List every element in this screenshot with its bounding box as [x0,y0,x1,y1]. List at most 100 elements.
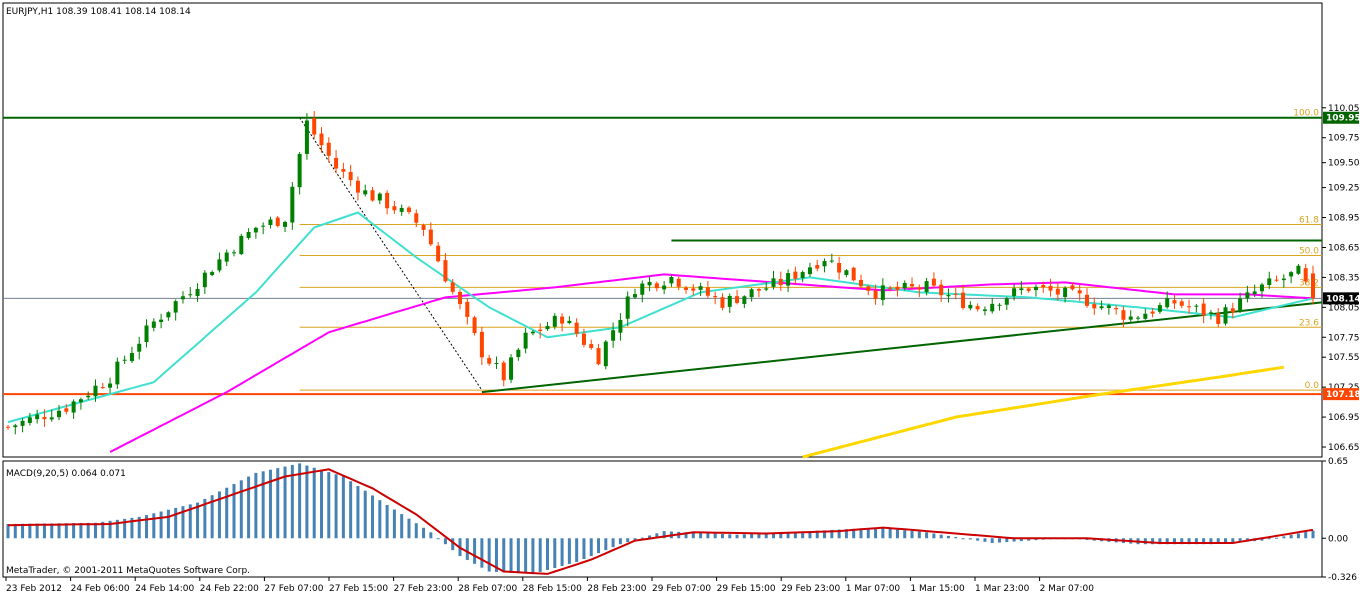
candle [749,288,754,302]
candle [261,222,266,235]
candle-body [902,282,907,289]
candle [472,315,477,336]
macd-histogram-bar [538,538,542,572]
candle-body [1245,292,1250,299]
candle-body [180,296,185,300]
macd-histogram-bar [946,535,950,539]
candle [705,280,710,299]
time-axis-label: 29 Feb 07:00 [652,584,711,594]
macd-panel[interactable]: 0.65 0.00 -0.326 [2,457,1357,583]
candle-body [479,331,484,358]
candle-body [1077,290,1082,294]
candle [49,409,54,422]
candle [771,270,776,290]
macd-histogram-bar [232,484,236,539]
candle [501,360,506,387]
candle [180,291,185,304]
candle [246,228,251,240]
macd-histogram-bar [750,533,754,539]
macd-histogram-bar [757,533,761,539]
macd-histogram-bar [196,502,200,539]
candle-body [13,425,18,428]
candle [982,306,987,316]
price-axis-label: 106.95 [1328,413,1360,423]
macd-histogram-bar [779,532,783,539]
candle [1070,282,1075,291]
macd-histogram-bar [983,538,987,542]
candle-body [217,259,222,271]
moving-average-fast [7,211,1314,424]
macd-histogram-bar [1165,538,1169,545]
candle [479,326,484,366]
candle [13,423,18,435]
candle [545,321,550,331]
time-axis-label: 24 Feb 06:00 [71,584,130,594]
macd-histogram-bar [21,523,25,539]
candle [596,343,601,366]
candle [764,282,769,292]
macd-histogram-bar [881,528,885,539]
macd-histogram-bar [699,532,703,539]
candle-body [1172,300,1177,304]
candle-body [283,221,288,227]
macd-histogram-bar [1267,538,1271,540]
macd-histogram-bar [101,521,105,539]
candle-body [1121,310,1126,320]
candle-body [195,289,200,296]
candle [1106,303,1111,315]
candle-body [275,217,280,226]
candle-body [392,206,397,211]
main-price-panel[interactable]: 110.05 109.75 109.50 109.25 108.95 108.65 108.… [2,2,1360,459]
fib-diagonal [299,117,483,391]
time-axis-label: 28 Feb 07:00 [458,584,517,594]
candle-body [844,270,849,275]
macd-histogram-bar [939,534,943,539]
candle [756,287,761,298]
candle-body [86,395,91,398]
moving-average-slow [109,273,1314,453]
price-marker-label: 109.95 [1326,114,1360,124]
candle-body [246,232,251,238]
candle-body [1187,306,1192,308]
candle [108,377,113,394]
candle [6,424,10,430]
candle-body [129,353,134,362]
candle [1012,284,1017,301]
candle [1238,292,1243,314]
macd-histogram-bar [254,472,258,539]
moving-average-long [802,365,1285,459]
fib-level-label: 23.6 [1299,318,1319,328]
macd-histogram-bar [400,514,404,539]
candle [304,113,309,160]
candle-body [1274,279,1279,281]
candle-body [1216,313,1221,324]
macd-histogram-bar [611,538,615,548]
candle [370,187,375,202]
macd-histogram-bar [895,529,899,539]
candle [1084,288,1089,308]
candle [632,288,637,299]
macd-histogram-bar [575,538,579,563]
candle [968,301,973,311]
macd-histogram-bar [283,466,287,539]
candle [1179,299,1184,309]
candle-body [20,420,25,426]
candle [1259,282,1264,298]
macd-histogram-bar [356,485,360,539]
candle [611,322,616,348]
candle-body [1201,303,1206,316]
candle-body [713,296,718,298]
candle-body [1281,278,1286,281]
macd-histogram-bar [1005,538,1009,543]
candle-body [895,286,900,291]
macd-histogram-bar [1289,534,1293,539]
candle [1077,284,1082,301]
macd-axis-label: 0.65 [1328,457,1348,467]
candle [698,282,703,297]
candle-body [800,272,805,279]
candle [195,283,200,302]
candle-body [1165,298,1170,308]
macd-histogram-bar [990,538,994,544]
price-axis-label: 108.95 [1328,214,1360,224]
